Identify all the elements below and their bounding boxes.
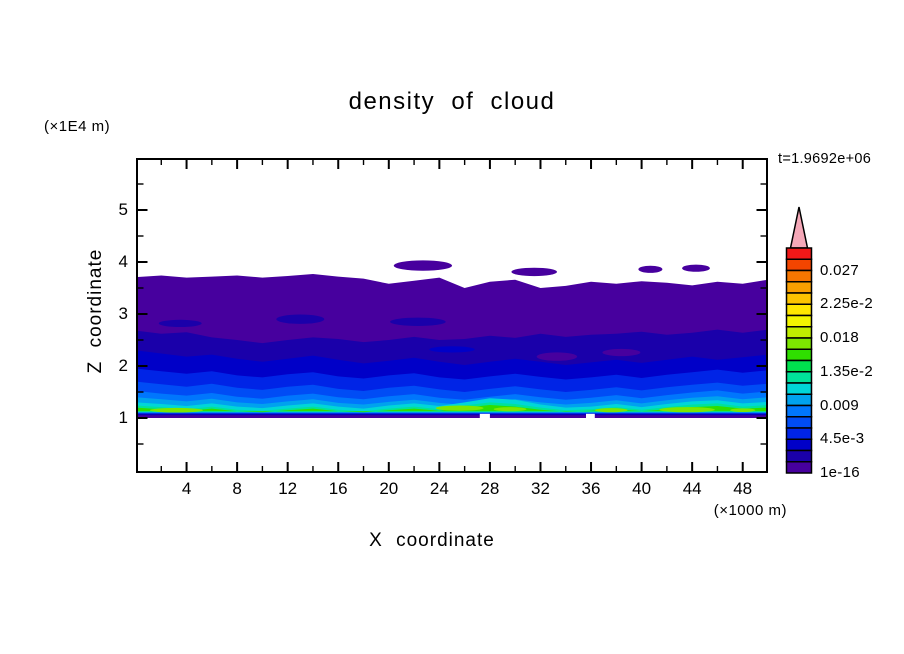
colorbar-label-0.009: 0.009 <box>820 396 860 414</box>
inner-patch <box>602 348 641 357</box>
page-title: density of cloud <box>348 88 556 115</box>
colorbar-segment <box>785 404 813 418</box>
z-tick-label-3: 3 <box>118 304 128 323</box>
cloud-island <box>393 260 452 271</box>
bright-streak <box>594 408 628 413</box>
x-tick-label-32: 32 <box>531 479 550 498</box>
bright-streak <box>659 407 715 413</box>
x-tick-label-20: 20 <box>379 479 399 498</box>
colorbar-segment <box>785 427 813 440</box>
inner-patch <box>158 319 202 327</box>
z-axis-title: Z coordinate <box>85 248 106 374</box>
colorbar-labels: 1e-16 4.5e-3 0.009 1.35e-2 0.018 2.25e-2 0.027 <box>820 205 904 485</box>
colorbar-segment <box>785 449 813 463</box>
colorbar-label-1.35e-2: 1.35e-2 <box>820 362 873 380</box>
bright-streak <box>730 408 756 412</box>
colorbar-overflow-arrow <box>789 206 809 249</box>
z-tick-labels: 1 2 3 4 5 <box>58 158 128 473</box>
colorbar-segment <box>785 314 813 328</box>
colorbar-segment <box>785 438 813 452</box>
x-tick-label-28: 28 <box>480 479 500 498</box>
bright-streak <box>149 407 203 413</box>
z-tick-label-4: 4 <box>118 252 128 271</box>
colorbar-segment <box>785 371 813 384</box>
inner-patch <box>536 352 578 361</box>
contour-plot-svg <box>136 158 768 473</box>
time-annotation: t=1.9692e+06 <box>778 151 872 167</box>
colorbar-segment <box>785 348 813 362</box>
colorbar-label-4.5e-3: 4.5e-3 <box>820 430 865 448</box>
x-tick-label-8: 8 <box>232 479 242 498</box>
colorbar-label-2.25e-2: 2.25e-2 <box>820 295 873 313</box>
base-line-gap <box>479 413 490 422</box>
colorbar-segment <box>785 337 813 350</box>
colorbar-segment <box>785 247 813 260</box>
colorbar <box>783 205 815 477</box>
colorbar-segment <box>785 416 813 429</box>
x-tick-label-12: 12 <box>278 479 298 498</box>
x-tick-labels: 4 8 12 16 20 24 28 32 36 40 44 48 <box>136 479 768 501</box>
colorbar-segment <box>785 326 813 339</box>
colorbar-label-0.018: 0.018 <box>820 329 860 346</box>
cloud-island <box>511 267 557 277</box>
x-tick-label-40: 40 <box>632 479 652 498</box>
base-line-gap <box>586 413 595 422</box>
colorbar-segment <box>785 292 813 305</box>
colorbar-segment <box>785 281 813 294</box>
colorbar-label-1e-16: 1e-16 <box>820 464 860 481</box>
colorbar-segment <box>785 393 813 407</box>
colorbar-segment <box>785 303 813 317</box>
x-unit-label: (×1000 m) <box>713 502 787 519</box>
colorbar-svg <box>785 206 813 474</box>
contour-plot-area <box>136 158 768 473</box>
colorbar-label-0.027: 0.027 <box>820 261 860 279</box>
x-tick-label-48: 48 <box>733 479 753 498</box>
x-tick-label-36: 36 <box>581 479 601 498</box>
z-tick-label-1: 1 <box>118 408 128 427</box>
colorbar-segment <box>785 359 813 373</box>
x-tick-label-16: 16 <box>328 479 348 498</box>
cloud-island <box>682 264 710 272</box>
inner-patch <box>276 314 325 324</box>
colorbar-segment <box>785 269 813 283</box>
inner-patch <box>390 317 446 326</box>
x-tick-label-44: 44 <box>682 479 702 498</box>
bright-streak <box>493 407 527 412</box>
x-tick-label-4: 4 <box>181 479 192 498</box>
cloud-island <box>638 265 663 273</box>
z-tick-label-5: 5 <box>118 200 128 219</box>
colorbar-segment <box>785 258 813 272</box>
plot-frame <box>136 158 768 473</box>
x-tick-label-24: 24 <box>429 479 449 498</box>
z-tick-label-2: 2 <box>118 356 128 375</box>
z-unit-label: (×1E4 m) <box>44 118 111 135</box>
inner-patch <box>429 346 475 353</box>
colorbar-segment <box>785 382 813 395</box>
bright-streak <box>435 405 484 411</box>
colorbar-segment <box>785 461 813 474</box>
x-axis-title: X coordinate <box>369 530 495 551</box>
